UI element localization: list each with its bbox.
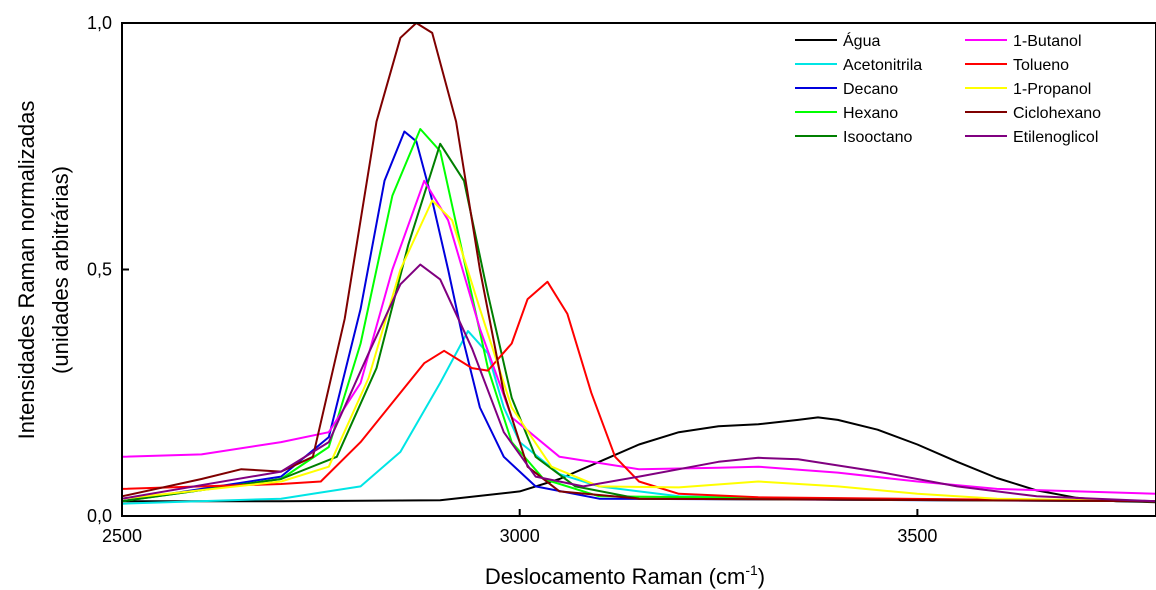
series-layer — [121, 22, 1156, 505]
legend-label: Ciclohexano — [1013, 105, 1101, 122]
y-axis-title-line2: (unidades arbitrárias) — [48, 166, 73, 374]
x-tick-label: 3500 — [897, 526, 937, 546]
x-tick-label: 2500 — [102, 526, 142, 546]
legend-label: Acetonitrila — [843, 57, 922, 74]
series-line-5 — [121, 179, 1156, 495]
x-axis-title-end: ) — [758, 564, 765, 589]
series-line-2 — [121, 130, 1156, 503]
series-line-9 — [121, 263, 1156, 503]
legend-label: 1-Propanol — [1013, 81, 1091, 98]
series-line-8 — [121, 22, 1156, 503]
x-tick-label: 3000 — [500, 526, 540, 546]
x-axis-title-main: Deslocamento Raman (cm — [485, 564, 745, 589]
y-tick-label: 1,0 — [87, 13, 112, 33]
legend-label: Tolueno — [1013, 57, 1069, 74]
legend: Água Acetonitrila Decano Hexano Isooctano 1-B… — [795, 31, 1101, 146]
legend-label: Isooctano — [843, 129, 912, 146]
legend-label: Decano — [843, 81, 898, 98]
legend-label: Etilenoglicol — [1013, 129, 1098, 146]
y-tick-label: 0,0 — [87, 506, 112, 526]
y-tick-label: 0,5 — [87, 260, 112, 280]
x-axis-title-sup: -1 — [745, 562, 758, 578]
x-axis-title: Deslocamento Raman (cm-1) — [485, 562, 765, 589]
series-line-4 — [121, 142, 1156, 503]
legend-label: Água — [843, 31, 880, 50]
legend-label: 1-Butanol — [1013, 33, 1082, 50]
ticks-layer: 2500 3000 3500 0,0 0,5 1,0 — [87, 13, 937, 546]
series-line-0 — [122, 416, 1156, 504]
y-axis-title-line1: Intensidades Raman normalizadas — [14, 101, 39, 440]
series-line-7 — [121, 199, 1156, 503]
legend-label: Hexano — [843, 105, 898, 122]
